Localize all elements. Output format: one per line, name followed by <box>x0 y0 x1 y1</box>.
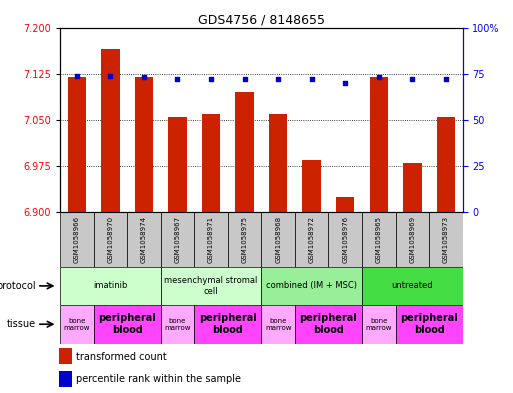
Bar <box>68 77 86 212</box>
Text: imatinib: imatinib <box>93 281 128 290</box>
Bar <box>269 114 287 212</box>
Text: GSM1058967: GSM1058967 <box>174 216 181 263</box>
Bar <box>135 77 153 212</box>
Bar <box>362 212 396 267</box>
Text: peripheral
blood: peripheral blood <box>400 314 458 335</box>
Bar <box>362 305 396 344</box>
Bar <box>362 267 463 305</box>
Bar <box>161 305 194 344</box>
Text: peripheral
blood: peripheral blood <box>98 314 156 335</box>
Bar <box>437 117 455 212</box>
Bar <box>161 267 261 305</box>
Bar <box>396 305 463 344</box>
Bar <box>60 267 161 305</box>
Point <box>374 74 383 81</box>
Point <box>341 80 349 86</box>
Point <box>173 76 182 83</box>
Text: GSM1058969: GSM1058969 <box>409 216 416 263</box>
Text: peripheral
blood: peripheral blood <box>199 314 256 335</box>
Bar <box>429 212 463 267</box>
Bar <box>194 305 261 344</box>
Text: tissue: tissue <box>7 319 36 329</box>
Text: bone
marrow: bone marrow <box>265 318 291 331</box>
Text: protocol: protocol <box>0 281 36 291</box>
Text: GSM1058965: GSM1058965 <box>376 216 382 263</box>
Point <box>140 74 148 81</box>
Bar <box>93 305 161 344</box>
Text: GSM1058976: GSM1058976 <box>342 216 348 263</box>
Point <box>207 76 215 83</box>
Point <box>442 76 450 83</box>
Bar <box>202 114 220 212</box>
Bar <box>60 305 93 344</box>
Text: GSM1058975: GSM1058975 <box>242 216 248 263</box>
Text: GSM1058971: GSM1058971 <box>208 216 214 263</box>
Point <box>274 76 282 83</box>
Bar <box>261 267 362 305</box>
Point <box>241 76 249 83</box>
Bar <box>101 49 120 212</box>
Text: bone
marrow: bone marrow <box>366 318 392 331</box>
Bar <box>235 92 254 212</box>
Text: GSM1058966: GSM1058966 <box>74 216 80 263</box>
Text: peripheral
blood: peripheral blood <box>300 314 358 335</box>
Bar <box>60 212 93 267</box>
Bar <box>161 212 194 267</box>
Text: bone
marrow: bone marrow <box>64 318 90 331</box>
Bar <box>295 212 328 267</box>
Bar <box>127 212 161 267</box>
Text: GSM1058974: GSM1058974 <box>141 216 147 263</box>
Title: GDS4756 / 8148655: GDS4756 / 8148655 <box>198 13 325 26</box>
Bar <box>168 117 187 212</box>
Bar <box>59 371 72 387</box>
Text: mesenchymal stromal
cell: mesenchymal stromal cell <box>164 276 258 296</box>
Text: bone
marrow: bone marrow <box>164 318 191 331</box>
Bar <box>93 212 127 267</box>
Bar <box>336 197 354 212</box>
Text: GSM1058970: GSM1058970 <box>107 216 113 263</box>
Text: GSM1058968: GSM1058968 <box>275 216 281 263</box>
Bar <box>228 212 261 267</box>
Point <box>308 76 316 83</box>
Text: percentile rank within the sample: percentile rank within the sample <box>76 374 241 384</box>
Text: combined (IM + MSC): combined (IM + MSC) <box>266 281 357 290</box>
Bar <box>194 212 228 267</box>
Bar <box>328 212 362 267</box>
Point <box>73 72 81 79</box>
Text: untreated: untreated <box>391 281 433 290</box>
Bar <box>295 305 362 344</box>
Point <box>106 72 114 79</box>
Bar <box>59 348 72 364</box>
Text: transformed count: transformed count <box>76 351 167 362</box>
Bar <box>396 212 429 267</box>
Bar <box>369 77 388 212</box>
Text: GSM1058972: GSM1058972 <box>309 216 314 263</box>
Bar <box>403 163 422 212</box>
Bar <box>303 160 321 212</box>
Text: GSM1058973: GSM1058973 <box>443 216 449 263</box>
Point <box>408 76 417 83</box>
Bar <box>261 212 295 267</box>
Bar <box>261 305 295 344</box>
